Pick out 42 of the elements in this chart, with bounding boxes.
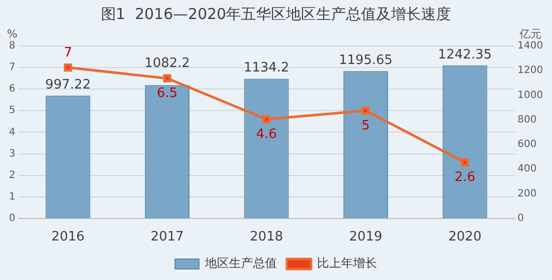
- data-label: 5: [362, 118, 370, 134]
- y-tick-label: 6: [8, 84, 16, 95]
- y2-tick-label: 1400: [518, 40, 544, 52]
- y2-tick-label: 1200: [518, 65, 544, 76]
- point: [163, 74, 172, 82]
- y2-tick-label: 200: [518, 188, 537, 200]
- y-tick-label: 2: [8, 170, 16, 181]
- data-label: 1195.65: [338, 53, 393, 68]
- x-tick-label: 2016: [51, 230, 85, 245]
- legend-label: 比上年增长: [317, 256, 377, 270]
- y2-tick-label: 600: [518, 139, 537, 150]
- point: [362, 106, 370, 115]
- data-label: 6.5: [156, 86, 178, 102]
- chart-title: 图1 2016—2020年五华区地区生产总值及增长速度: [100, 4, 452, 23]
- data-label: 7: [64, 45, 72, 60]
- y2-axis-title: 亿元: [518, 27, 542, 40]
- data-label: 1082.2: [144, 56, 190, 72]
- x-tick-label: 2018: [250, 230, 284, 245]
- data-label: 4.6: [256, 127, 277, 142]
- x-tick-label: 2017: [150, 230, 184, 245]
- legend-label: 地区生产总值: [204, 256, 277, 270]
- y-tick-label: 8: [8, 40, 16, 52]
- y2-tick-label: 0: [518, 212, 524, 224]
- x-tick-label: 2020: [448, 230, 482, 245]
- y2-tick-label: 800: [518, 114, 537, 126]
- x-tick-label: 2019: [349, 230, 382, 245]
- y2-tick-label: 1000: [518, 90, 544, 101]
- data-label: 997.22: [45, 77, 91, 92]
- y-tick-label: 0: [8, 212, 16, 224]
- data-label: 2.6: [454, 170, 476, 186]
- point: [262, 115, 271, 124]
- y-tick-label: 5: [8, 105, 16, 116]
- data-label: 1134.2: [244, 60, 290, 76]
- y-tick-label: 3: [8, 148, 16, 160]
- y-tick-label: 7: [8, 62, 16, 74]
- point: [64, 63, 72, 72]
- data-label: 1242.35: [438, 47, 492, 62]
- y-tick-label: 4: [8, 126, 16, 138]
- y2-tick-label: 400: [518, 164, 537, 175]
- y-axis-title: %: [6, 27, 18, 40]
- point: [460, 158, 470, 166]
- y-tick-label: 1: [8, 191, 16, 202]
